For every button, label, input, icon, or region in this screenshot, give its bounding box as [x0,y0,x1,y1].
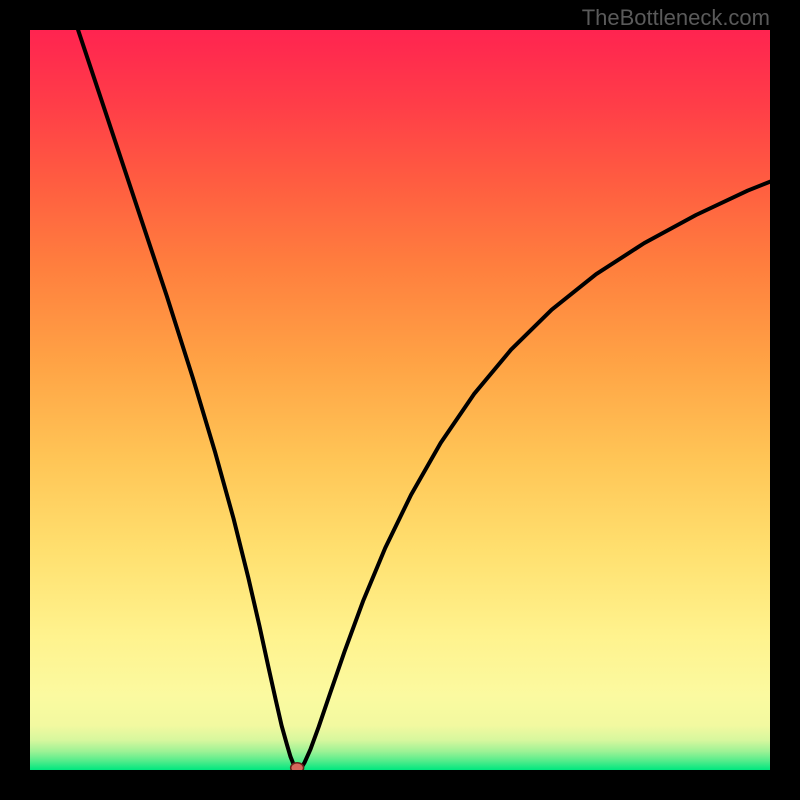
curve-path [78,30,770,770]
watermark-text: TheBottleneck.com [582,5,770,31]
bottleneck-curve [30,30,770,770]
minimum-marker [291,763,304,770]
chart-frame [0,0,800,800]
plot-area [30,30,770,770]
